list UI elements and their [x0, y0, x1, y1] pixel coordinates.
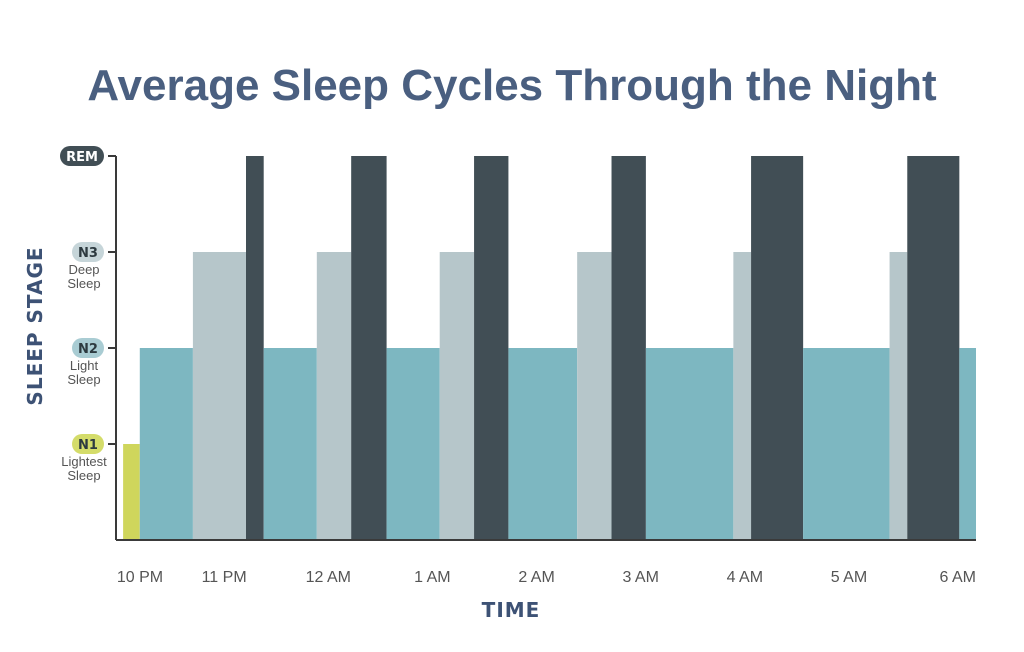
- bar-rem-9: [474, 156, 509, 540]
- bar-n3-2: [192, 252, 247, 540]
- bar-rem-15: [751, 156, 804, 540]
- bar-n3-17: [889, 252, 908, 540]
- y-levels-layer: N1LightestSleepN2LightSleepN3DeepSleepRE…: [60, 146, 116, 483]
- bar-n3-11: [577, 252, 612, 540]
- bar-n3-14: [733, 252, 752, 540]
- stage-desc-n2-1: Sleep: [67, 372, 100, 387]
- x-tick-label-7: 5 AM: [831, 569, 867, 586]
- bar-n2-1: [139, 348, 193, 540]
- chart-title: Average Sleep Cycles Through the Night: [87, 61, 937, 110]
- bar-n2-4: [263, 348, 317, 540]
- x-tick-label-5: 3 AM: [622, 569, 658, 586]
- x-tick-label-2: 12 AM: [306, 569, 351, 586]
- x-tick-label-4: 2 AM: [518, 569, 554, 586]
- bars-layer: [123, 156, 976, 540]
- x-tick-label-6: 4 AM: [727, 569, 763, 586]
- x-tick-label-0: 10 PM: [117, 569, 163, 586]
- x-tick-label-3: 1 AM: [414, 569, 450, 586]
- stage-badge-label-rem: REM: [66, 150, 98, 165]
- y-axis-title: SLEEP STAGE: [23, 246, 47, 405]
- bar-rem-12: [611, 156, 646, 540]
- x-axis-title: TIME: [482, 598, 541, 622]
- bar-rem-3: [246, 156, 264, 540]
- bar-n3-5: [316, 252, 352, 540]
- stage-badge-n3: [72, 242, 104, 262]
- stage-badge-rem: [60, 146, 104, 166]
- x-tick-label-8: 6 AM: [940, 569, 976, 586]
- bar-n2-7: [386, 348, 440, 540]
- x-tick-label-1: 11 PM: [202, 569, 247, 586]
- stage-desc-n3-0: Deep: [68, 262, 99, 277]
- stage-badge-n2: [72, 338, 104, 358]
- bar-n2-10: [508, 348, 578, 540]
- x-ticks-layer: 10 PM 11 PM 12 AM 1 AM 2 AM 3 AM 4 AM 5 AM 6 AM: [117, 569, 976, 586]
- stage-desc-n1-1: Sleep: [67, 468, 100, 483]
- bar-n3-8: [439, 252, 475, 540]
- bar-n2-16: [803, 348, 890, 540]
- stage-desc-n3-1: Sleep: [67, 276, 100, 291]
- stage-badge-label-n2: N2: [78, 342, 98, 357]
- stage-badge-n1: [72, 434, 104, 454]
- bar-n2-13: [645, 348, 734, 540]
- stage-desc-n2-0: Light: [70, 358, 99, 373]
- stage-badge-label-n1: N1: [78, 438, 98, 453]
- bar-n2-19: [959, 348, 976, 540]
- stage-desc-n1-0: Lightest: [61, 454, 107, 469]
- stage-badge-label-n3: N3: [78, 246, 98, 261]
- bar-n1-0: [123, 444, 140, 540]
- bar-rem-18: [907, 156, 960, 540]
- bar-rem-6: [351, 156, 387, 540]
